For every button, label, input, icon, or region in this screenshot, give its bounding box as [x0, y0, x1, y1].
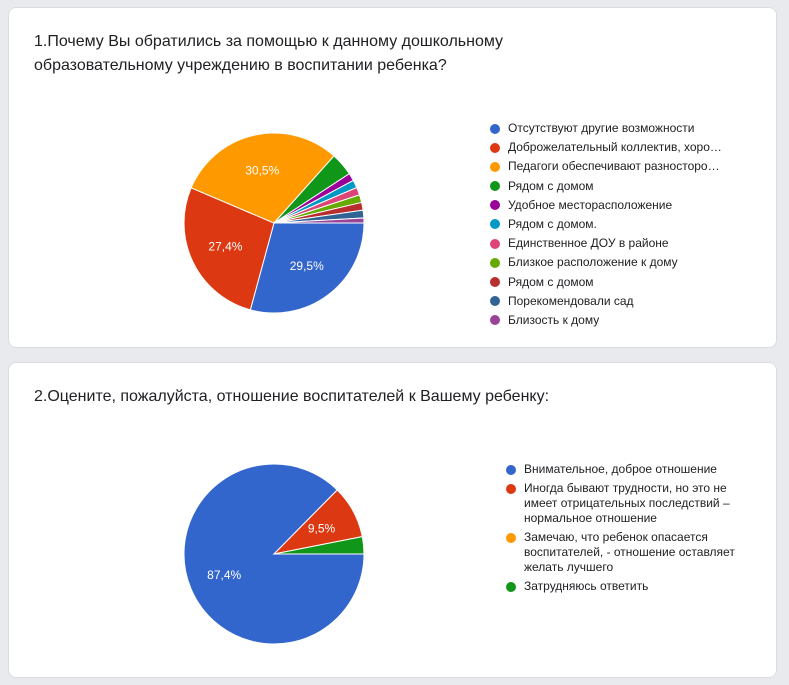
legend-color-dot	[490, 277, 500, 287]
slice-value-label: 9,5%	[308, 521, 336, 535]
legend-label: Близость к дому	[508, 312, 600, 327]
question-card-2: 2.Оцените, пожалуйста, отношение воспита…	[8, 362, 777, 678]
legend-label: Единственное ДОУ в районе	[508, 236, 669, 251]
pie-slice	[249, 222, 365, 314]
legend-color-dot	[490, 200, 500, 211]
chart-legend-1: Отсутствуют другие возможности Доброжелат…	[490, 119, 750, 330]
legend-item: Порекомендовали сад	[490, 292, 750, 311]
slice-value-label: 27,4%	[208, 240, 242, 254]
chart-title-2: 2.Оцените, пожалуйста, отношение воспита…	[34, 388, 550, 405]
legend-item: Затрудняюсь ответить	[506, 579, 751, 594]
legend-color-dot	[490, 315, 500, 326]
pie-slice	[273, 535, 365, 555]
legend-label: Рядом с домом.	[508, 216, 597, 231]
legend-color-dot	[506, 581, 516, 592]
question-card-1: 1.Почему Вы обратились за помощью к данн…	[8, 7, 777, 348]
pie-slice	[183, 187, 275, 311]
legend-label: Порекомендовали сад	[508, 293, 634, 308]
slice-value-label: 30,5%	[245, 163, 279, 177]
legend-color-dot	[490, 296, 500, 307]
legend-color-dot	[490, 219, 500, 230]
legend-label: Замечаю, что ребенок опасается воспитате…	[524, 530, 735, 574]
legend-color-dot	[490, 257, 500, 268]
legend-color-dot	[506, 464, 516, 475]
legend-item: Единственное ДОУ в районе	[490, 234, 750, 253]
legend-item: Рядом с домом.	[490, 215, 750, 234]
legend-item: Близкое расположение к дому	[490, 253, 750, 272]
legend-item: Педагоги обеспечивают разносторо…	[490, 157, 750, 176]
legend-label: Отсутствуют другие возможности	[508, 121, 695, 135]
pie-chart-2: 87,4% 9,5%	[183, 463, 365, 645]
legend-item: Отсутствуют другие возможности	[490, 119, 750, 138]
legend-color-dot	[490, 181, 500, 192]
legend-label: Иногда бывают трудности, но это не имеет…	[524, 481, 730, 525]
pie-slice	[273, 217, 365, 224]
legend-label: Внимательное, доброе отношение	[524, 462, 717, 476]
legend-label: Педагоги обеспечивают разносторо…	[508, 159, 720, 174]
pie-chart-1: 29,5% 27,4% 30,5%	[183, 132, 365, 314]
legend-item: Рядом с домом	[490, 273, 750, 292]
legend-label: Рядом с домом	[508, 274, 594, 289]
legend-color-dot	[506, 483, 516, 494]
chart-legend-2: Внимательное, доброе отношение Иногда быв…	[506, 462, 751, 598]
legend-label: Рядом с домом	[508, 178, 594, 193]
legend-label: Удобное месторасположение	[508, 197, 673, 212]
legend-label: Затрудняюсь ответить	[524, 579, 649, 593]
slice-value-label: 87,4%	[207, 568, 241, 582]
chart-title-1: 1.Почему Вы обратились за помощью к данн…	[34, 33, 504, 74]
legend-item: Рядом с домом	[490, 177, 750, 196]
pie-slice	[190, 132, 335, 224]
legend-label: Доброжелательный коллектив, хоро…	[508, 140, 722, 155]
legend-item: Внимательное, доброе отношение	[506, 462, 751, 477]
legend-item: Доброжелательный коллектив, хоро…	[490, 138, 750, 157]
legend-color-dot	[490, 123, 500, 134]
legend-item: Близость к дому	[490, 311, 750, 330]
legend-item: Иногда бывают трудности, но это не имеет…	[506, 481, 751, 526]
slice-value-label: 29,5%	[290, 259, 324, 273]
legend-color-dot	[490, 142, 500, 153]
legend-color-dot	[490, 161, 500, 172]
legend-item: Удобное месторасположение	[490, 196, 750, 215]
legend-label: Близкое расположение к дому	[508, 255, 678, 270]
legend-item: Замечаю, что ребенок опасается воспитате…	[506, 530, 751, 575]
legend-color-dot	[490, 238, 500, 249]
legend-color-dot	[506, 532, 516, 543]
